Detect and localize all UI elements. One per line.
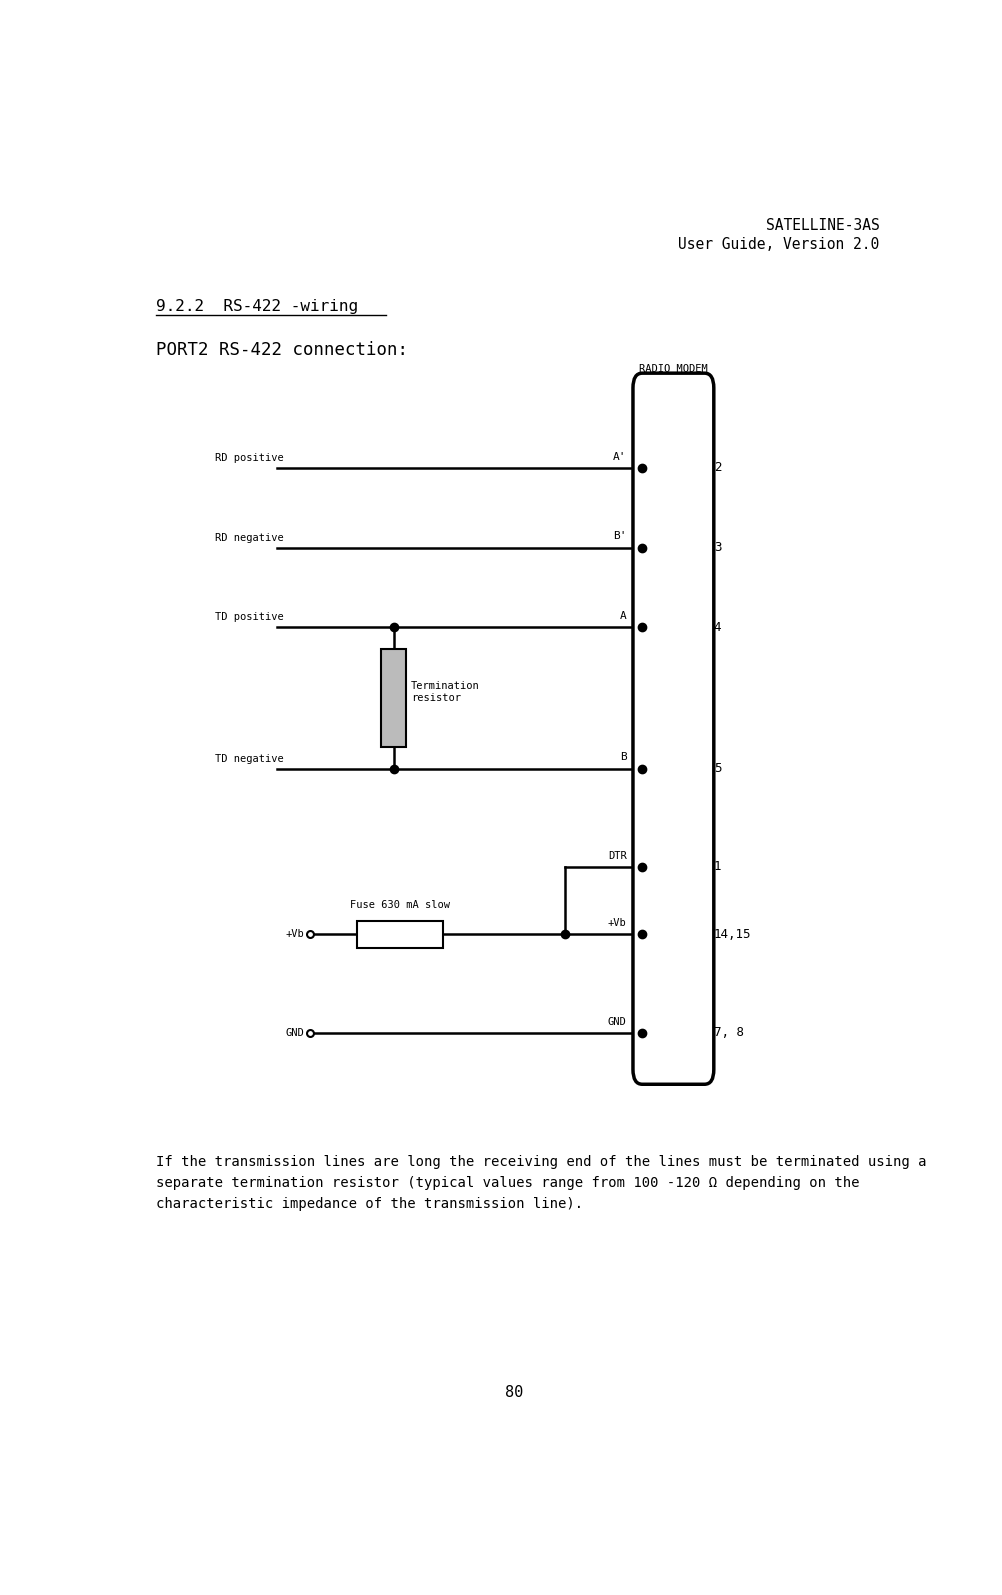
- Text: +Vb: +Vb: [607, 919, 626, 928]
- Text: 4: 4: [713, 620, 720, 633]
- Text: +Vb: +Vb: [286, 930, 304, 939]
- Text: 5: 5: [713, 762, 720, 775]
- Text: PORT2 RS-422 connection:: PORT2 RS-422 connection:: [156, 341, 408, 359]
- Text: 7, 8: 7, 8: [713, 1026, 743, 1040]
- Bar: [381, 649, 406, 746]
- Bar: [357, 920, 442, 947]
- Text: GND: GND: [286, 1027, 304, 1038]
- Text: 14,15: 14,15: [713, 928, 750, 941]
- Text: A: A: [619, 611, 626, 620]
- Text: RD positive: RD positive: [214, 453, 284, 463]
- Text: Termination
resistor: Termination resistor: [410, 681, 479, 703]
- FancyBboxPatch shape: [632, 373, 713, 1085]
- Text: A': A': [612, 451, 626, 461]
- Text: B': B': [612, 531, 626, 541]
- Text: RADIO MODEM: RADIO MODEM: [638, 364, 707, 375]
- Text: DTR: DTR: [607, 850, 626, 861]
- Text: If the transmission lines are long the receiving end of the lines must be termin: If the transmission lines are long the r…: [156, 1155, 926, 1211]
- Text: 2: 2: [713, 461, 720, 474]
- Text: 3: 3: [713, 541, 720, 553]
- Text: User Guide, Version 2.0: User Guide, Version 2.0: [677, 236, 879, 252]
- Text: TD negative: TD negative: [214, 754, 284, 764]
- Text: 80: 80: [504, 1384, 523, 1400]
- Text: SATELLINE-3AS: SATELLINE-3AS: [765, 219, 879, 233]
- Text: 1: 1: [713, 860, 720, 874]
- Text: Fuse 630 mA slow: Fuse 630 mA slow: [350, 900, 449, 909]
- Text: B: B: [619, 753, 626, 762]
- Text: GND: GND: [607, 1016, 626, 1027]
- Text: TD positive: TD positive: [214, 612, 284, 622]
- Text: RD negative: RD negative: [214, 533, 284, 542]
- Text: 9.2.2  RS-422 -wiring: 9.2.2 RS-422 -wiring: [156, 300, 359, 314]
